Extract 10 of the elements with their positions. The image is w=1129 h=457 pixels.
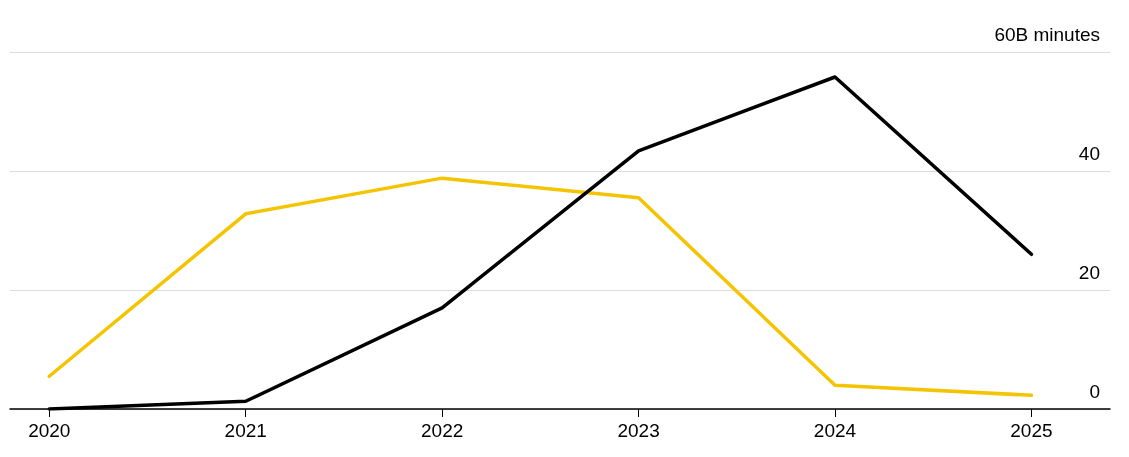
x-tick-label: 2025: [1010, 420, 1053, 441]
x-tick-label: 2020: [28, 420, 71, 441]
x-tick-label: 2023: [617, 420, 660, 441]
x-tick-label: 2024: [813, 420, 857, 441]
y-tick-label: 60B minutes: [994, 24, 1100, 45]
x-tick-label: 2022: [421, 420, 464, 441]
y-tick-label: 20: [1078, 262, 1100, 283]
y-tick-label: 0: [1089, 381, 1100, 402]
x-tick-label: 2021: [224, 420, 267, 441]
y-tick-label: 40: [1078, 143, 1100, 164]
